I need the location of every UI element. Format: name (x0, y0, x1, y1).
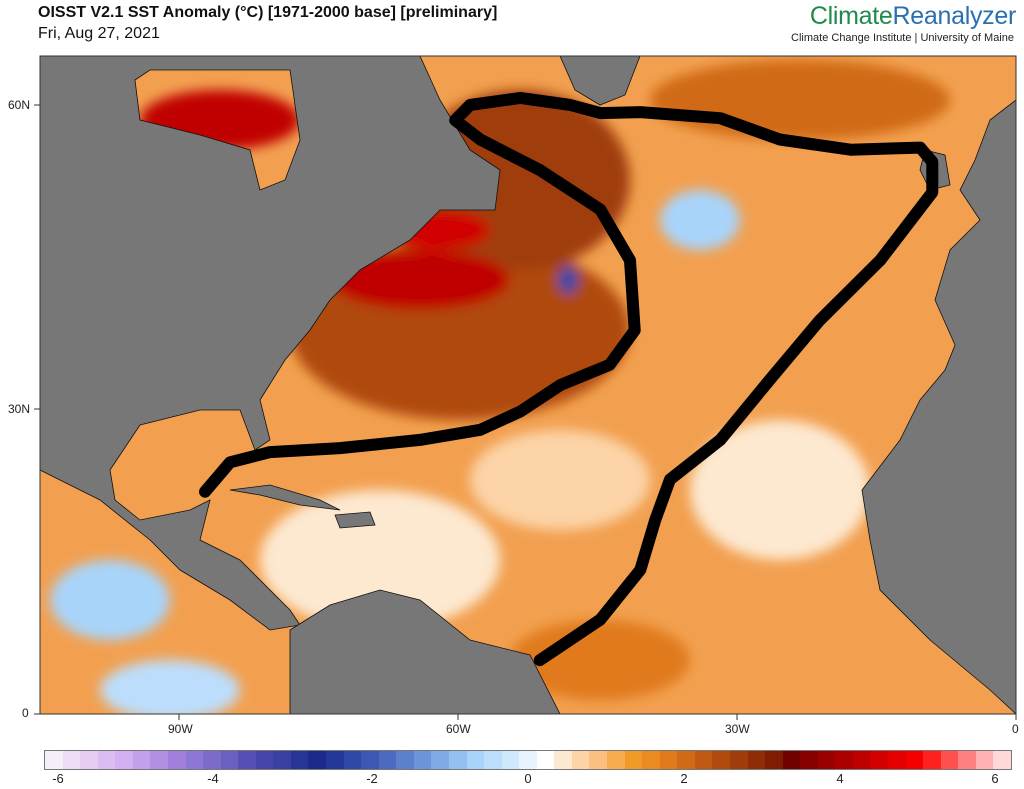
colorbar-swatch (62, 751, 81, 769)
map-date: Fri, Aug 27, 2021 (38, 25, 160, 42)
colorbar-label: -6 (52, 771, 64, 786)
colorbar-swatch (378, 751, 397, 769)
colorbar-swatch (536, 751, 555, 769)
colorbar-swatch (729, 751, 748, 769)
lon-label-0: 0 (1012, 722, 1019, 736)
colorbar-swatch (185, 751, 204, 769)
colorbar-swatch (132, 751, 151, 769)
colorbar-swatch (852, 751, 871, 769)
colorbar-swatch (519, 751, 537, 769)
colorbar-swatch (747, 751, 766, 769)
colorbar-label: 4 (836, 771, 844, 786)
lon-label-30w: 30W (725, 722, 750, 736)
colorbar-swatch (273, 751, 291, 769)
colorbar-swatch (361, 751, 379, 769)
colorbar-swatch (870, 751, 888, 769)
greenland (559, 56, 641, 106)
colorbar-swatch (800, 751, 818, 769)
colorbar-swatch (326, 751, 344, 769)
colorbar-swatch (940, 751, 959, 769)
institute-label: Climate Change Institute | University of… (791, 32, 1014, 44)
colorbar-label: -4 (207, 771, 219, 786)
colorbar-swatch (167, 751, 186, 769)
axis-ticks (34, 104, 1017, 720)
colorbar-swatch (624, 751, 643, 769)
colorbar-swatch (589, 751, 607, 769)
colorbar-swatch (835, 751, 853, 769)
colorbar-swatch (765, 751, 783, 769)
colorbar-swatch (80, 751, 98, 769)
colorbar-swatch (220, 751, 239, 769)
colorbar-swatch (694, 751, 713, 769)
north-america (40, 56, 501, 631)
colorbar-swatch (448, 751, 467, 769)
colorbar-swatch (958, 751, 976, 769)
colorbar-swatch (993, 751, 1011, 769)
colorbar-label: 2 (680, 771, 688, 786)
colorbar-swatch (677, 751, 695, 769)
hispaniola (334, 511, 376, 529)
colorbar-swatch (396, 751, 414, 769)
colorbar-swatch (642, 751, 660, 769)
colorbar-swatch (431, 751, 449, 769)
colorbar-swatch (150, 751, 168, 769)
colorbar-swatch (712, 751, 730, 769)
map-title: OISST V2.1 SST Anomaly (°C) [1971-2000 b… (38, 4, 498, 21)
colorbar-swatch (817, 751, 836, 769)
colorbar-swatch (290, 751, 309, 769)
map-frame (39, 55, 1017, 715)
colorbar-swatch (888, 751, 906, 769)
colorbar-swatch (466, 751, 485, 769)
colorbar-swatch (571, 751, 590, 769)
colorbar (44, 750, 1012, 770)
colorbar-swatch (923, 751, 941, 769)
lon-label-90w: 90W (168, 722, 193, 736)
colorbar-swatch (501, 751, 520, 769)
colorbar-swatch (115, 751, 133, 769)
europe-africa (861, 56, 1016, 714)
colorbar-swatch (413, 751, 432, 769)
lon-label-60w: 60W (446, 722, 471, 736)
colorbar-swatch (308, 751, 326, 769)
cuba (229, 484, 341, 511)
lat-label-60n: 60N (8, 98, 31, 112)
colorbar-swatch (238, 751, 256, 769)
colorbar-swatch (484, 751, 502, 769)
colorbar-swatch (975, 751, 994, 769)
colorbar-swatch (607, 751, 625, 769)
colorbar-swatch (343, 751, 362, 769)
colorbar-swatch (905, 751, 924, 769)
colorbar-swatch (782, 751, 801, 769)
south-america (289, 589, 561, 714)
colorbar-swatch (554, 751, 572, 769)
track-line (199, 91, 939, 667)
colorbar-swatch (255, 751, 274, 769)
lat-label-0: 0 (22, 706, 29, 720)
land-masses (40, 56, 1016, 714)
lat-label-30n: 30N (8, 402, 31, 416)
colorbar-swatch (203, 751, 221, 769)
colorbar-swatch (45, 751, 63, 769)
colorbar-swatch (659, 751, 678, 769)
colorbar-label: 0 (524, 771, 532, 786)
brand-logo[interactable]: ClimateReanalyzer (809, 2, 1016, 30)
colorbar-label: -2 (366, 771, 378, 786)
colorbar-label: 6 (991, 771, 999, 786)
colorbar-swatch (97, 751, 116, 769)
